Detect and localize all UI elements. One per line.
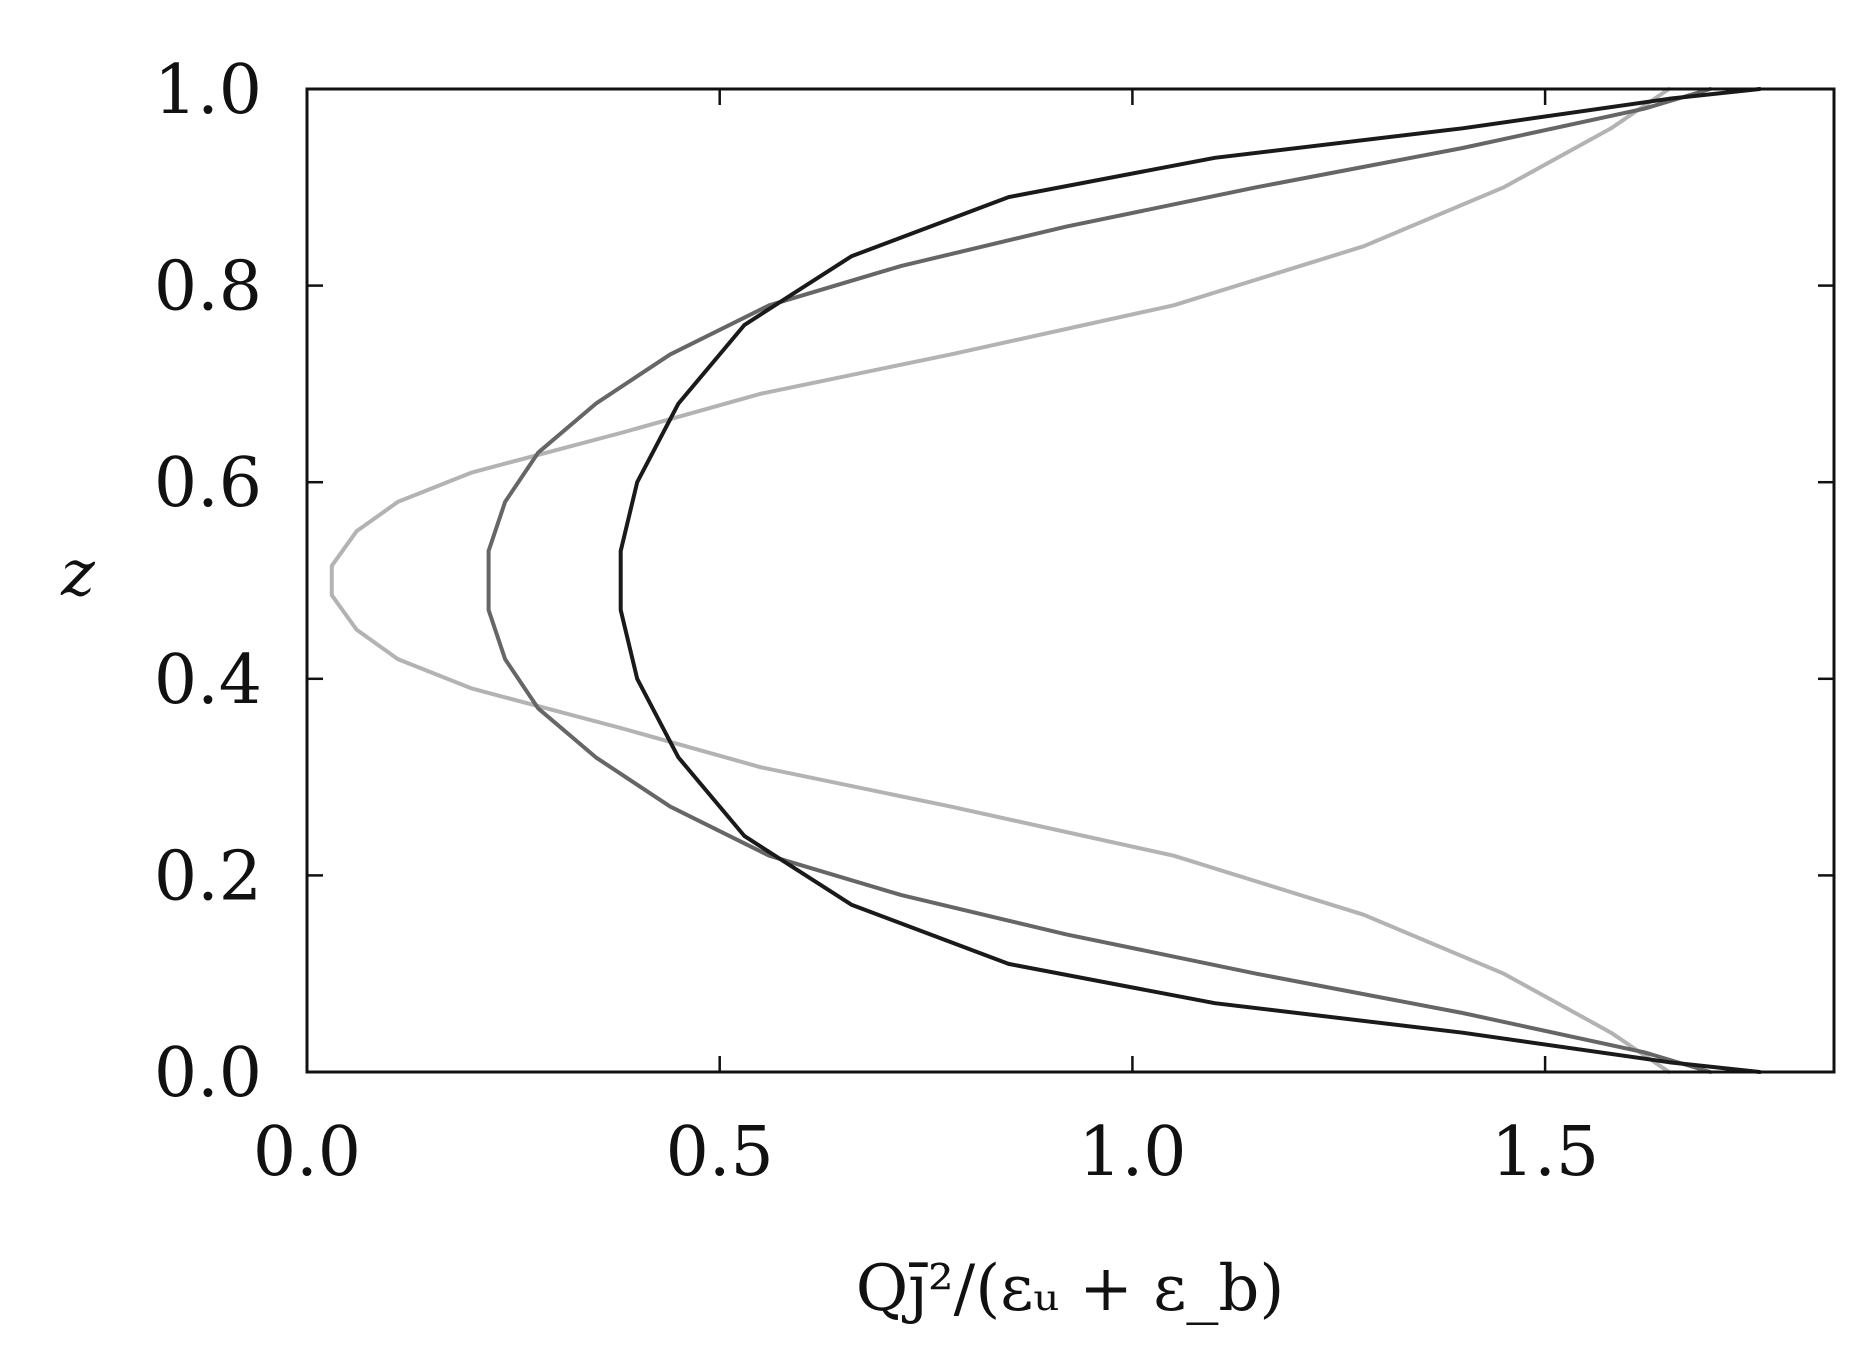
- series-layer: [329, 87, 1762, 1074]
- plot-frame: [305, 87, 1836, 1074]
- y-tick-label: 0.2: [154, 837, 262, 916]
- series-line-2: [486, 87, 1713, 1074]
- x-tick-label: 1.5: [1491, 1113, 1599, 1192]
- x-axis-label: Qj̄²/(εᵤ + ε_b): [856, 1252, 1285, 1326]
- x-tick-label: 0.5: [666, 1113, 774, 1192]
- tick-layer: 0.0 0.5 1.0 1.5 0.0 0.2 0.4 0.6 0.8 1.0: [154, 51, 1834, 1192]
- x-tick-label: 0.0: [253, 1113, 361, 1192]
- y-tick-label: 0.6: [154, 444, 262, 523]
- y-tick-label: 0.8: [154, 248, 262, 327]
- y-tick-label: 0.0: [154, 1034, 262, 1113]
- y-tick-label: 1.0: [154, 51, 262, 130]
- series-line-1: [329, 87, 1671, 1074]
- series-line-3: [618, 87, 1762, 1074]
- y-tick-label: 0.4: [154, 641, 262, 720]
- x-tick-label: 1.0: [1078, 1113, 1186, 1192]
- y-axis-label: z: [60, 537, 96, 611]
